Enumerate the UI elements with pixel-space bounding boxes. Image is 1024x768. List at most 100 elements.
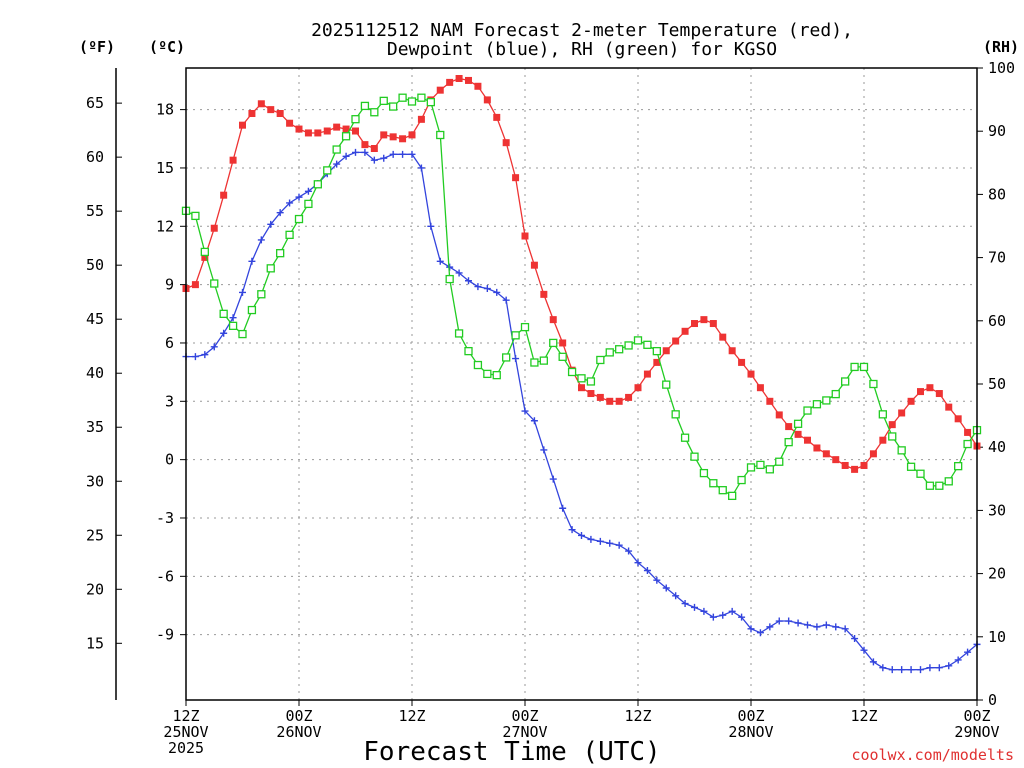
celsius-tick-label: 6 [165, 334, 174, 352]
rh-point [351, 115, 360, 124]
rh-point [360, 101, 370, 111]
fahrenheit-tick-label: 65 [86, 94, 104, 112]
rh-point [718, 486, 727, 495]
rh-point [850, 362, 859, 372]
dewpoint-point [869, 658, 877, 666]
temperature-point [728, 347, 736, 355]
chart-title-line2: Dewpoint (blue), RH (green) for KGSO [387, 39, 777, 60]
rh-point [266, 264, 275, 273]
temperature-point [964, 428, 972, 436]
dewpoint-point [672, 592, 680, 600]
temperature-point [785, 423, 793, 431]
dewpoint-point [926, 664, 934, 672]
time-tick-label: 12Z [624, 707, 651, 725]
dewpoint-point [549, 475, 557, 483]
temperature-point [596, 393, 604, 401]
fahrenheit-tick-label: 30 [86, 472, 104, 490]
rh-point [567, 367, 577, 377]
temperature-point [417, 115, 425, 123]
gridlines [186, 68, 977, 700]
rh-point [407, 97, 417, 106]
dewpoint-point [389, 150, 397, 158]
temperature-point [898, 409, 906, 417]
temperature-point [643, 370, 651, 378]
temperature-point [512, 174, 520, 182]
temperature-point [794, 430, 802, 438]
dewpoint-point [794, 619, 802, 627]
rh-point [483, 369, 492, 379]
rh-tick-label: 50 [988, 375, 1006, 393]
dewpoint-point [210, 343, 218, 351]
rh-point [878, 410, 887, 419]
temperature-point [502, 139, 510, 147]
rh-point [398, 93, 407, 102]
rh-tick-label: 100 [988, 59, 1015, 77]
temperature-point [935, 390, 943, 398]
temperature-point [681, 327, 689, 335]
dewpoint-point [841, 625, 849, 633]
celsius-axis: 18 15 12 9 6 3 0 -3 -6 -9 [156, 101, 186, 644]
rh-point [389, 102, 398, 111]
dewpoint-point [587, 535, 595, 543]
rh-point [191, 211, 200, 221]
rh-point [680, 433, 690, 442]
rh-point [775, 457, 784, 466]
temperature-point [465, 76, 472, 84]
temperature-point [276, 110, 284, 118]
rh-point [812, 400, 822, 409]
rh-point [436, 130, 445, 140]
dewpoint-point [606, 539, 614, 547]
temperature-point [888, 421, 896, 429]
dewpoint-point [248, 257, 256, 265]
rh-point [313, 180, 322, 189]
temperature-point [455, 75, 463, 83]
temperature-point [399, 135, 407, 143]
time-tick-label: 25NOV [163, 723, 208, 741]
temperature-point [191, 281, 199, 289]
dewpoint-point [832, 623, 840, 631]
fahrenheit-tick-label: 35 [86, 418, 104, 436]
dewpoint-point [681, 600, 689, 608]
temperature-point [851, 465, 859, 473]
rh-point [294, 214, 304, 224]
fahrenheit-tick-label: 50 [86, 256, 104, 274]
dewpoint-point [502, 296, 510, 304]
rh-point [746, 463, 756, 472]
temperature-point [662, 347, 670, 355]
time-tick-label: 12Z [398, 707, 425, 725]
celsius-tick-label: -6 [156, 567, 174, 585]
rh-point [869, 379, 878, 389]
celsius-tick-label: 0 [165, 451, 174, 469]
time-tick-label: 00Z [963, 707, 990, 725]
temperature-point [587, 390, 595, 398]
temperature-point [446, 78, 454, 86]
rh-point [916, 469, 925, 478]
temperature-point [229, 156, 237, 164]
rh-tick-label: 20 [988, 565, 1006, 583]
dewpoint-point [465, 277, 472, 285]
dewpoint-point [417, 164, 425, 172]
title-block: 2025112512 NAM Forecast 2-meter Temperat… [311, 20, 853, 60]
dewpoint-point [276, 209, 284, 217]
dewpoint-point [747, 625, 755, 633]
rh-point [963, 439, 972, 449]
dewpoint-point [634, 559, 642, 567]
rh-point [841, 377, 850, 386]
temperature-point [239, 121, 246, 129]
temperature-point [530, 261, 538, 269]
temperature-point [860, 461, 868, 469]
dewpoint-point [719, 611, 727, 619]
rh-point [323, 166, 332, 175]
temperature-point [879, 436, 887, 444]
temperature-point [747, 370, 755, 378]
dewpoint-point [917, 666, 924, 674]
rh-point [417, 93, 426, 102]
temperature-point [352, 127, 359, 135]
rh-point [276, 249, 285, 258]
temperature-point [483, 96, 491, 104]
fahrenheit-tick-label: 20 [86, 580, 104, 598]
dewpoint-point [361, 148, 369, 156]
temperature-point [700, 316, 708, 324]
rh-point [624, 341, 633, 350]
